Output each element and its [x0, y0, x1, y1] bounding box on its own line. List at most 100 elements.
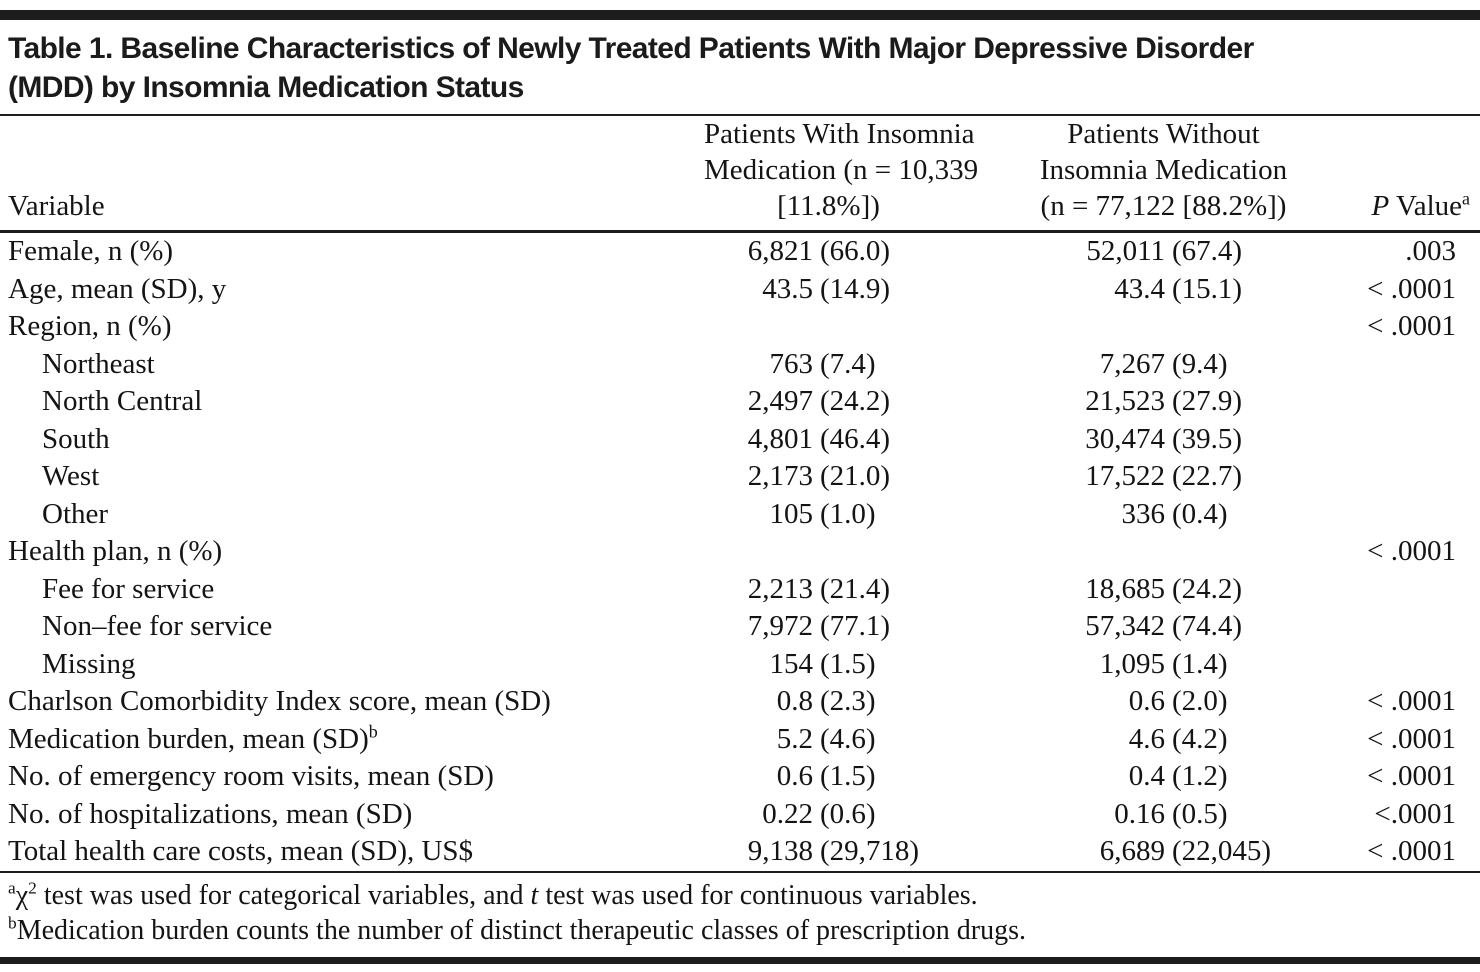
p-value	[1308, 458, 1480, 496]
table-row: Region, n (%) < .0001	[0, 308, 1480, 346]
with-med-value: 105 (1.0)	[769, 497, 876, 530]
with-med-value: 0.8 (2.3)	[776, 685, 876, 717]
row-label-indented: West	[42, 460, 100, 492]
without-med-value: 0.6 (2.0)	[1128, 685, 1228, 717]
footnote-a-marker: a	[8, 878, 16, 898]
with-med-value: 154 (1.5)	[769, 647, 876, 680]
table-row: Total health care costs, mean (SD), US$ …	[0, 833, 1480, 871]
row-label: Total health care costs, mean (SD), US$	[8, 835, 474, 867]
p-value: < .0001	[1367, 722, 1456, 755]
without-med-value: 0.4 (1.2)	[1128, 760, 1228, 792]
with-med-value: 4,801 (46.4)	[747, 422, 891, 455]
row-label: Charlson Comorbidity Index score, mean (…	[8, 685, 551, 717]
table-row: Charlson Comorbidity Index score, mean (…	[0, 683, 1480, 721]
p-value: < .0001	[1367, 760, 1456, 792]
body-footnote-divider	[0, 870, 1480, 873]
without-med-value: 336 (0.4)	[1121, 497, 1228, 530]
p-value	[1308, 383, 1480, 421]
table-title-line1: Table 1. Baseline Characteristics of New…	[8, 32, 1254, 65]
table-row: Medication burden, mean (SD)b 5.2 (4.6) 4…	[0, 721, 1480, 759]
table-row: Female, n (%) 6,821 (66.0) 52,011 (67.4) .…	[0, 232, 1480, 271]
row-label: No. of emergency room visits, mean (SD)	[8, 760, 494, 792]
bottom-rule	[0, 956, 1480, 964]
table-title-line2: (MDD) by Insomnia Medication Status	[8, 71, 524, 104]
row-label: Region, n (%)	[8, 310, 172, 342]
without-med-value	[953, 533, 1308, 571]
without-med-value: 52,011 (67.4)	[1086, 235, 1243, 267]
row-label: No. of hospitalizations, mean (SD)	[8, 797, 413, 830]
with-med-value: 5.2 (4.6)	[776, 722, 876, 755]
table-row: Other 105 (1.0) 336 (0.4)	[0, 496, 1480, 534]
row-label-indented: Fee for service	[42, 572, 215, 605]
table-row: Northeast 763 (7.4) 7,267 (9.4)	[0, 346, 1480, 384]
row-label-indented: Missing	[42, 647, 136, 680]
row-footnote-marker: b	[368, 720, 378, 741]
table-row: West 2,173 (21.0) 17,522 (22.7)	[0, 458, 1480, 496]
table-row: Age, mean (SD), y 43.5 (14.9) 43.4 (15.1) …	[0, 271, 1480, 309]
without-med-value: 17,522 (22.7)	[1085, 460, 1243, 492]
row-label-indented: South	[42, 422, 110, 455]
column-header-without-medication: Patients Without Insomnia Medication (n …	[953, 116, 1308, 233]
table-row: Fee for service 2,213 (21.4) 18,685 (24.2)	[0, 571, 1480, 609]
table-row: South 4,801 (46.4) 30,474 (39.5)	[0, 421, 1480, 459]
with-med-value: 0.22 (0.6)	[762, 797, 876, 830]
p-value: < .0001	[1367, 535, 1456, 567]
p-value	[1308, 646, 1480, 684]
without-med-value	[953, 308, 1308, 346]
footnote-a: aχ2 test was used for categorical variab…	[8, 878, 978, 911]
with-med-value	[658, 308, 953, 346]
without-med-value: 0.16 (0.5)	[1114, 797, 1228, 830]
without-med-value: 1,095 (1.4)	[1099, 647, 1228, 680]
column-header-variable: Variable	[0, 116, 658, 233]
p-value-footnote-marker: a	[1462, 188, 1470, 209]
table-row: North Central 2,497 (24.2) 21,523 (27.9)	[0, 383, 1480, 421]
row-label: Medication burden, mean (SD)b	[8, 720, 378, 755]
without-med-value: 57,342 (74.4)	[1085, 610, 1243, 642]
p-value: < .0001	[1367, 310, 1456, 342]
table-body: Female, n (%) 6,821 (66.0) 52,011 (67.4) .…	[0, 232, 1480, 871]
with-med-value: 6,821 (66.0)	[747, 235, 891, 267]
without-med-value: 4.6 (4.2)	[1128, 722, 1228, 755]
row-label: Female, n (%)	[8, 235, 174, 267]
column-header-with-medication: Patients With Insomnia Medication (n = 1…	[658, 116, 978, 233]
row-label: Health plan, n (%)	[8, 535, 223, 567]
with-med-value: 0.6 (1.5)	[776, 760, 876, 792]
p-value	[1308, 346, 1480, 384]
row-label-indented: Northeast	[42, 347, 155, 380]
table-title: Table 1. Baseline Characteristics of New…	[0, 20, 1480, 114]
row-label-indented: Non–fee for service	[42, 610, 273, 642]
row-label: Age, mean (SD), y	[8, 272, 227, 305]
with-med-value: 2,213 (21.4)	[747, 572, 891, 605]
with-med-value: 2,497 (24.2)	[747, 385, 891, 417]
p-value: < .0001	[1367, 835, 1456, 867]
baseline-characteristics-table: Variable Patients With Insomnia Medicati…	[0, 116, 1480, 871]
table-row: Health plan, n (%) < .0001	[0, 533, 1480, 571]
without-med-value: 18,685 (24.2)	[1085, 572, 1243, 605]
title-divider	[0, 114, 1480, 116]
with-med-value: 9,138 (29,718)	[747, 835, 920, 867]
row-label-indented: North Central	[42, 385, 203, 417]
without-med-value: 6,689 (22,045)	[1099, 835, 1272, 867]
p-value: < .0001	[1367, 685, 1456, 717]
p-value	[1308, 496, 1480, 534]
table-row: Non–fee for service 7,972 (77.1) 57,342 (7…	[0, 608, 1480, 646]
with-med-value: 763 (7.4)	[769, 347, 876, 380]
with-med-value: 43.5 (14.9)	[762, 272, 891, 305]
without-med-value: 21,523 (27.9)	[1085, 385, 1243, 417]
p-value	[1308, 421, 1480, 459]
footnote-b: bMedication burden counts the number of …	[8, 913, 1026, 946]
p-value	[1308, 571, 1480, 609]
p-value: < .0001	[1367, 272, 1456, 305]
p-value: <.0001	[1374, 797, 1456, 830]
chi-symbol: χ	[15, 879, 29, 911]
table-row: No. of emergency room visits, mean (SD) …	[0, 758, 1480, 796]
top-rule	[0, 10, 1480, 20]
row-label-indented: Other	[42, 497, 109, 530]
with-med-value: 7,972 (77.1)	[747, 610, 891, 642]
without-med-value: 30,474 (39.5)	[1085, 422, 1243, 455]
with-med-value	[658, 533, 953, 571]
footnotes: aχ2 test was used for categorical variab…	[0, 873, 1480, 948]
column-header-p-value: P Valuea	[1308, 116, 1480, 233]
chi-squared-exponent: 2	[28, 878, 37, 898]
